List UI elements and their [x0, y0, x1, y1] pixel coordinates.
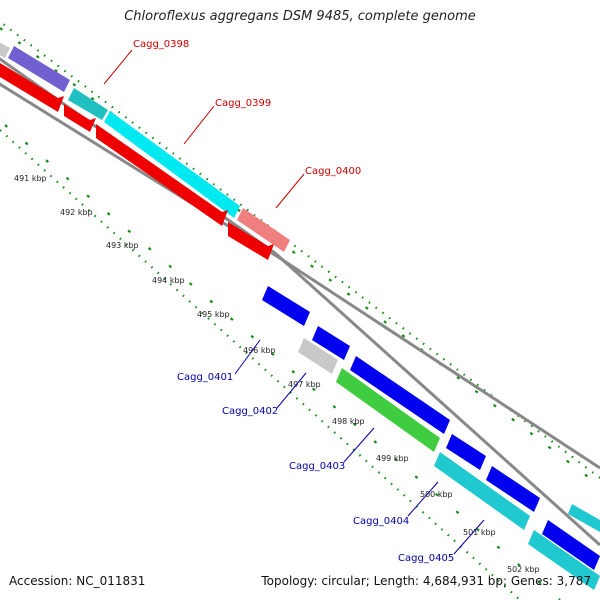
gene-block-green-0403	[336, 368, 440, 452]
kbp-tick-label: 499 kbp	[376, 454, 409, 463]
gene-labels: Cagg_0398 Cagg_0399 Cagg_0400 Cagg_0401 …	[133, 39, 454, 564]
gene-label-cagg-0399[interactable]: Cagg_0399	[215, 98, 271, 109]
gene-block-cyan-0404	[434, 452, 530, 530]
leader-line-cagg-0402	[276, 372, 307, 409]
gene-label-cagg-0402[interactable]: Cagg_0402	[222, 406, 278, 417]
gene-label-cagg-0403[interactable]: Cagg_0403	[289, 461, 345, 472]
reverse-strand-features	[262, 286, 600, 590]
genome-backbone	[0, 82, 600, 470]
kbp-tick-label: 496 kbp	[243, 346, 276, 355]
gene-block-red-2	[64, 104, 96, 132]
kbp-tick-label: 494 kbp	[152, 276, 185, 285]
gene-block-red-4	[228, 222, 274, 260]
gene-leader-lines	[103, 49, 485, 555]
leader-line-cagg-0400	[275, 173, 305, 209]
gene-block-cyan-edge	[568, 504, 600, 532]
leader-line-cagg-0403	[343, 427, 375, 463]
gene-block-blue-3	[446, 434, 486, 470]
kbp-scale: 491 kbp 492 kbp 493 kbp 494 kbp 495 kbp …	[14, 174, 540, 574]
gene-block-gray-lower	[298, 338, 338, 374]
gc-outer-dash-ticks	[0, 27, 600, 487]
gene-block-blue-long	[350, 356, 450, 434]
gene-label-cagg-0401[interactable]: Cagg_0401	[177, 372, 233, 383]
gene-block-blue-0401	[262, 286, 310, 326]
gene-label-cagg-0400[interactable]: Cagg_0400	[305, 166, 361, 177]
forward-strand-features	[0, 42, 290, 252]
gene-block-cyan-0405	[528, 530, 600, 590]
gene-block-red-1	[0, 63, 64, 112]
leader-line-cagg-0405	[453, 519, 485, 555]
kbp-tick-label: 500 kbp	[420, 490, 453, 499]
kbp-tick-label: 492 kbp	[60, 208, 93, 217]
leader-line-cagg-0398	[103, 49, 133, 85]
gene-block-red-3	[96, 124, 228, 226]
gene-block-cagg-0399	[104, 111, 240, 218]
kbp-tick-label: 493 kbp	[106, 241, 139, 250]
accession-label: Accession: NC_011831	[9, 574, 146, 588]
kbp-tick-label: 498 kbp	[332, 417, 365, 426]
gene-block-cagg-0400	[237, 208, 290, 252]
kbp-tick-label: 502 kbp	[507, 565, 540, 574]
gene-block-blue-4	[486, 466, 540, 512]
map-title: Chloroflexus aggregans DSM 9485, complet…	[124, 9, 476, 24]
leader-line-cagg-0404	[407, 481, 439, 517]
topology-summary: Topology: circular; Length: 4,684,931 bp…	[261, 574, 591, 588]
kbp-tick-label: 491 kbp	[14, 174, 47, 183]
gene-label-cagg-0398[interactable]: Cagg_0398	[133, 39, 189, 50]
kbp-tick-label: 497 kbp	[288, 380, 321, 389]
gene-block-purple	[8, 46, 70, 92]
gene-label-cagg-0405[interactable]: Cagg_0405	[398, 553, 454, 564]
gene-label-cagg-0404[interactable]: Cagg_0404	[353, 516, 409, 527]
leader-line-cagg-0401	[234, 339, 261, 375]
kbp-tick-label: 495 kbp	[197, 310, 230, 319]
leader-line-cagg-0399	[183, 105, 215, 145]
gene-block-gray-upper	[0, 42, 10, 58]
red-gene-track	[0, 63, 274, 260]
kbp-tick-label: 501 kbp	[463, 528, 496, 537]
gene-block-blue-0402	[312, 326, 350, 360]
gene-block-cagg-0398	[68, 88, 108, 120]
gene-block-blue-5	[542, 520, 600, 570]
